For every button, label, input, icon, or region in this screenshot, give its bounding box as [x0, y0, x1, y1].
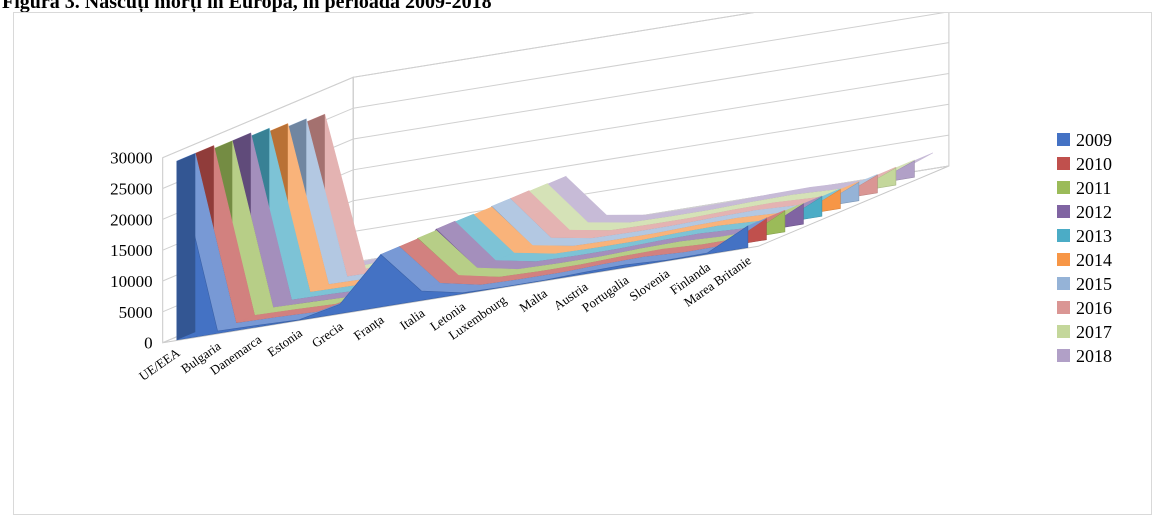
x-tick-label: Malta	[516, 285, 550, 315]
y-tick-label: 5000	[119, 303, 153, 322]
legend-label: 2013	[1076, 226, 1112, 246]
y-tick-label: 30000	[110, 149, 153, 168]
legend-swatch	[1057, 253, 1070, 266]
x-tick-label: Grecia	[309, 318, 346, 350]
y-tick-label: 0	[144, 334, 153, 353]
series-side-face	[176, 153, 196, 340]
x-tick-label: Estonia	[264, 325, 305, 360]
legend-item-2018: 2018	[1057, 346, 1112, 366]
legend-item-2010: 2010	[1057, 154, 1112, 174]
legend-swatch	[1057, 229, 1070, 242]
legend-label: 2009	[1076, 130, 1112, 150]
gridline	[162, 13, 755, 159]
legend-item-2016: 2016	[1057, 298, 1112, 318]
legend-swatch	[1057, 205, 1070, 218]
y-tick-label: 20000	[110, 210, 153, 229]
legend-label: 2016	[1076, 298, 1112, 318]
caption-label: Figura 3.	[2, 0, 80, 13]
legend-swatch	[1057, 349, 1070, 362]
legend-item-2014: 2014	[1057, 250, 1112, 270]
legend-item-2013: 2013	[1057, 226, 1112, 246]
y-tick-label: 25000	[110, 179, 153, 198]
legend-label: 2010	[1076, 154, 1112, 174]
legend-item-2009: 2009	[1057, 130, 1112, 150]
legend-swatch	[1057, 325, 1070, 338]
series-front-face	[176, 161, 749, 341]
legend-label: 2012	[1076, 202, 1112, 222]
legend-swatch	[1057, 301, 1070, 314]
figure-caption: Figura 3. Născuți morți în Europa, în pe…	[2, 0, 492, 14]
legend-item-2011: 2011	[1057, 178, 1111, 198]
legend-item-2017: 2017	[1057, 322, 1112, 342]
x-tick-label: Italia	[397, 305, 428, 333]
x-tick-label: Slovenia	[626, 266, 672, 305]
legend-label: 2017	[1076, 322, 1112, 342]
legend: 2009 2010 2011 2012 2013 2014 2015 2016 2017 2018	[1057, 130, 1112, 366]
legend-swatch	[1057, 157, 1070, 170]
chart-frame: 0 5000 10000 15000 20000 25000 30000 UE/EEA Bul…	[13, 12, 1152, 515]
legend-swatch	[1057, 133, 1070, 146]
legend-item-2015: 2015	[1057, 274, 1112, 294]
legend-label: 2014	[1076, 250, 1112, 270]
legend-item-2012: 2012	[1057, 202, 1112, 222]
caption-title: Născuți morți în Europa, în perioada 200…	[79, 0, 492, 13]
legend-label: 2018	[1076, 346, 1112, 366]
series-areas	[176, 113, 934, 341]
y-axis-tick-labels: 0 5000 10000 15000 20000 25000 30000	[110, 149, 153, 353]
y-tick-label: 10000	[110, 272, 153, 291]
series-2009	[176, 152, 767, 341]
legend-label: 2011	[1076, 178, 1111, 198]
x-tick-label: Franța	[351, 312, 387, 343]
legend-swatch	[1057, 277, 1070, 290]
legend-label: 2015	[1076, 274, 1112, 294]
legend-swatch	[1057, 181, 1070, 194]
y-tick-label: 15000	[110, 241, 153, 260]
